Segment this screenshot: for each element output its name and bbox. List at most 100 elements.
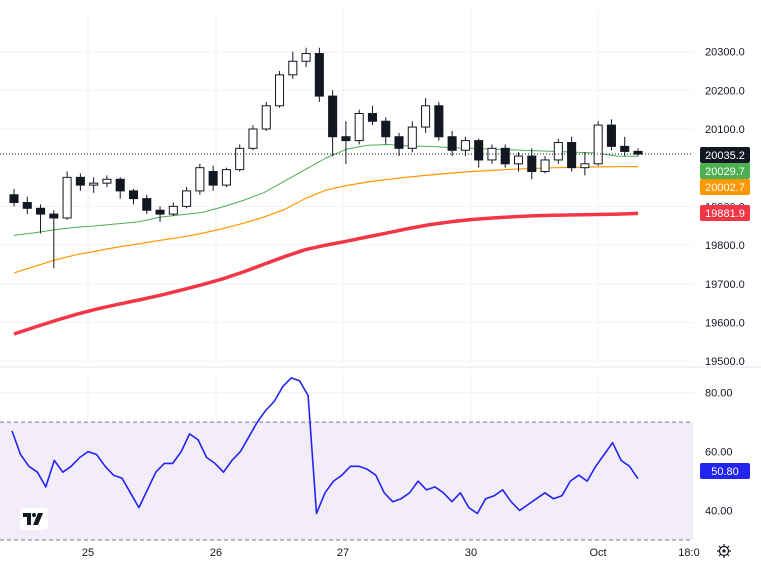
candle bbox=[567, 136, 577, 172]
candle-body bbox=[421, 105, 431, 128]
candle bbox=[394, 132, 404, 157]
candle-body bbox=[235, 147, 245, 171]
candle bbox=[527, 148, 537, 180]
candle-body bbox=[208, 171, 218, 186]
candle-body bbox=[394, 136, 404, 149]
candle-body bbox=[606, 124, 616, 147]
candle bbox=[208, 165, 218, 191]
rsi-line bbox=[11, 377, 639, 515]
svg-text:19881.9: 19881.9 bbox=[705, 208, 745, 220]
ma-short-line bbox=[13, 144, 639, 236]
candle bbox=[328, 90, 338, 157]
last-price-badge: 20035.2 bbox=[700, 147, 750, 163]
candle-body bbox=[314, 53, 324, 97]
candle bbox=[75, 173, 85, 191]
candle-body bbox=[447, 136, 457, 151]
candle-body bbox=[22, 202, 32, 209]
svg-text:20029.7: 20029.7 bbox=[705, 166, 745, 178]
candle bbox=[182, 187, 192, 209]
candle bbox=[633, 148, 643, 157]
settings-gear-icon[interactable] bbox=[717, 544, 731, 558]
time-tick-label: 25 bbox=[82, 547, 94, 559]
candle-body bbox=[474, 140, 484, 161]
candle bbox=[155, 206, 165, 222]
candle-body bbox=[248, 128, 258, 149]
candle-body bbox=[9, 194, 19, 203]
price-tick-label: 19800.0 bbox=[705, 240, 745, 252]
candle bbox=[620, 136, 630, 157]
candle bbox=[381, 117, 391, 145]
candle bbox=[407, 121, 417, 153]
candle-body bbox=[115, 178, 125, 192]
candle-body bbox=[36, 207, 46, 215]
candle bbox=[540, 156, 550, 174]
candle-body bbox=[195, 167, 205, 192]
candle-body bbox=[620, 145, 630, 152]
candle bbox=[421, 98, 431, 133]
time-axis[interactable]: 25 26 27 30 Oct 18:0 bbox=[82, 547, 700, 559]
candle-body bbox=[567, 142, 577, 169]
ma-mid-badge: 20002.7 bbox=[700, 179, 750, 195]
candle bbox=[235, 144, 245, 172]
ma-long-line bbox=[13, 211, 639, 336]
candle-body bbox=[221, 169, 231, 186]
time-tick-label: Oct bbox=[589, 547, 606, 559]
candle bbox=[434, 101, 444, 141]
candlesticks bbox=[9, 47, 643, 269]
candle bbox=[49, 210, 59, 269]
candle-body bbox=[527, 155, 537, 173]
rsi-axis[interactable]: 80.00 60.00 40.00 bbox=[705, 388, 733, 518]
candle-body bbox=[500, 147, 510, 165]
candle bbox=[168, 202, 178, 217]
candle-body bbox=[288, 60, 298, 76]
candle bbox=[9, 188, 19, 207]
candle-body bbox=[89, 182, 99, 186]
candle-body bbox=[102, 178, 112, 184]
time-tick-label: 18:0 bbox=[678, 547, 699, 559]
candle bbox=[248, 125, 258, 151]
candle-body bbox=[434, 105, 444, 138]
price-tick-label: 20300.0 bbox=[705, 47, 745, 59]
candle bbox=[593, 121, 603, 166]
price-tick-label: 20200.0 bbox=[705, 85, 745, 97]
ma-long-badge: 19881.9 bbox=[700, 205, 750, 221]
candle bbox=[221, 167, 231, 188]
candle-body bbox=[513, 155, 524, 165]
candle-body bbox=[328, 95, 338, 138]
candle bbox=[606, 119, 616, 151]
candle-body bbox=[155, 209, 165, 215]
candle bbox=[288, 51, 298, 79]
rsi-band bbox=[0, 422, 693, 540]
candle bbox=[513, 152, 524, 172]
rsi-tick-label: 60.00 bbox=[705, 447, 733, 459]
candle bbox=[195, 163, 205, 195]
candle bbox=[115, 177, 125, 199]
ma-short-badge: 20029.7 bbox=[700, 163, 750, 179]
candle-body bbox=[275, 74, 285, 107]
axis-value-badges: 20035.2 20029.7 20002.7 19881.9 50.80 bbox=[700, 147, 750, 479]
candle-body bbox=[633, 150, 643, 155]
tradingview-logo[interactable] bbox=[20, 508, 48, 530]
price-tick-label: 19500.0 bbox=[705, 356, 745, 368]
candle-body bbox=[381, 120, 391, 138]
candle-body bbox=[593, 124, 603, 165]
candle-body bbox=[62, 176, 72, 219]
price-tick-label: 19700.0 bbox=[705, 279, 745, 291]
candle bbox=[128, 188, 139, 205]
candle bbox=[62, 171, 72, 220]
candle-body bbox=[540, 159, 550, 173]
candle-body bbox=[553, 142, 563, 161]
candle bbox=[354, 109, 364, 145]
rsi-value-badge: 50.80 bbox=[700, 463, 750, 479]
candle bbox=[553, 138, 563, 164]
candle bbox=[301, 47, 311, 68]
time-tick-label: 26 bbox=[210, 547, 222, 559]
candle bbox=[474, 138, 484, 168]
candle-body bbox=[341, 136, 351, 142]
candle-body bbox=[580, 163, 590, 169]
candle bbox=[36, 204, 46, 234]
candle bbox=[22, 196, 32, 215]
candle bbox=[314, 47, 324, 102]
price-tick-label: 19600.0 bbox=[705, 317, 745, 329]
